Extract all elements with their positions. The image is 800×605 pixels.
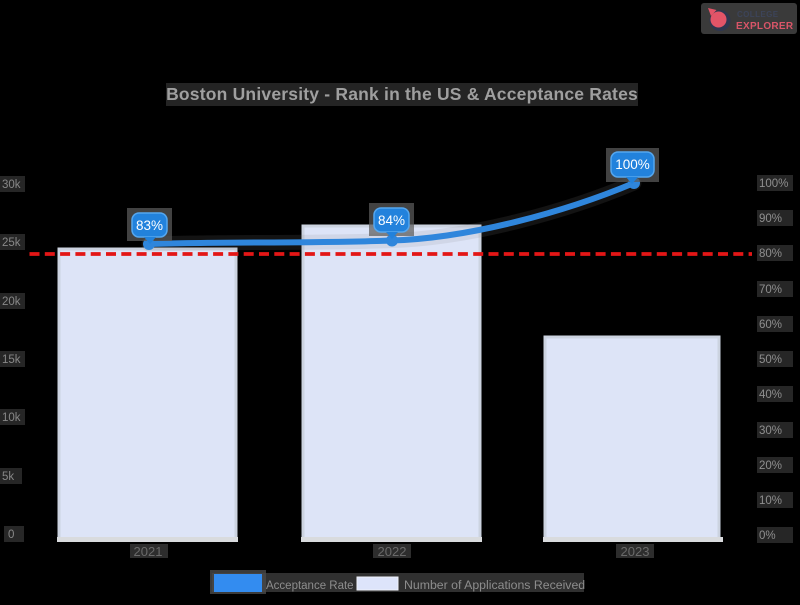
svg-text:90%: 90% xyxy=(759,213,782,225)
svg-text:Acceptance Rate: Acceptance Rate xyxy=(266,580,354,592)
svg-text:10k: 10k xyxy=(2,412,21,424)
svg-text:70%: 70% xyxy=(759,284,782,296)
svg-text:15k: 15k xyxy=(2,354,21,366)
svg-text:25k: 25k xyxy=(2,237,21,249)
svg-text:2023: 2023 xyxy=(621,544,650,559)
svg-text:80%: 80% xyxy=(759,248,782,260)
svg-text:5k: 5k xyxy=(2,471,14,483)
svg-text:20%: 20% xyxy=(759,460,782,472)
svg-text:84%: 84% xyxy=(378,213,405,228)
svg-text:COLLEGE: COLLEGE xyxy=(737,10,779,19)
svg-text:50%: 50% xyxy=(759,354,782,366)
svg-text:100%: 100% xyxy=(759,178,788,190)
svg-text:Boston University - Rank in th: Boston University - Rank in the US & Acc… xyxy=(166,84,638,104)
svg-text:83%: 83% xyxy=(136,218,163,233)
svg-text:60%: 60% xyxy=(759,319,782,331)
svg-text:100%: 100% xyxy=(615,157,650,172)
svg-text:10%: 10% xyxy=(759,495,782,507)
svg-text:40%: 40% xyxy=(759,389,782,401)
svg-text:0: 0 xyxy=(8,529,14,541)
svg-text:EXPLORER: EXPLORER xyxy=(736,21,794,32)
svg-text:2021: 2021 xyxy=(134,544,163,559)
svg-text:30k: 30k xyxy=(2,179,21,191)
svg-text:2022: 2022 xyxy=(378,544,407,559)
svg-text:20k: 20k xyxy=(2,296,21,308)
svg-text:0%: 0% xyxy=(759,530,776,542)
svg-text:Number of Applications Receive: Number of Applications Received xyxy=(404,578,585,592)
svg-text:30%: 30% xyxy=(759,425,782,437)
